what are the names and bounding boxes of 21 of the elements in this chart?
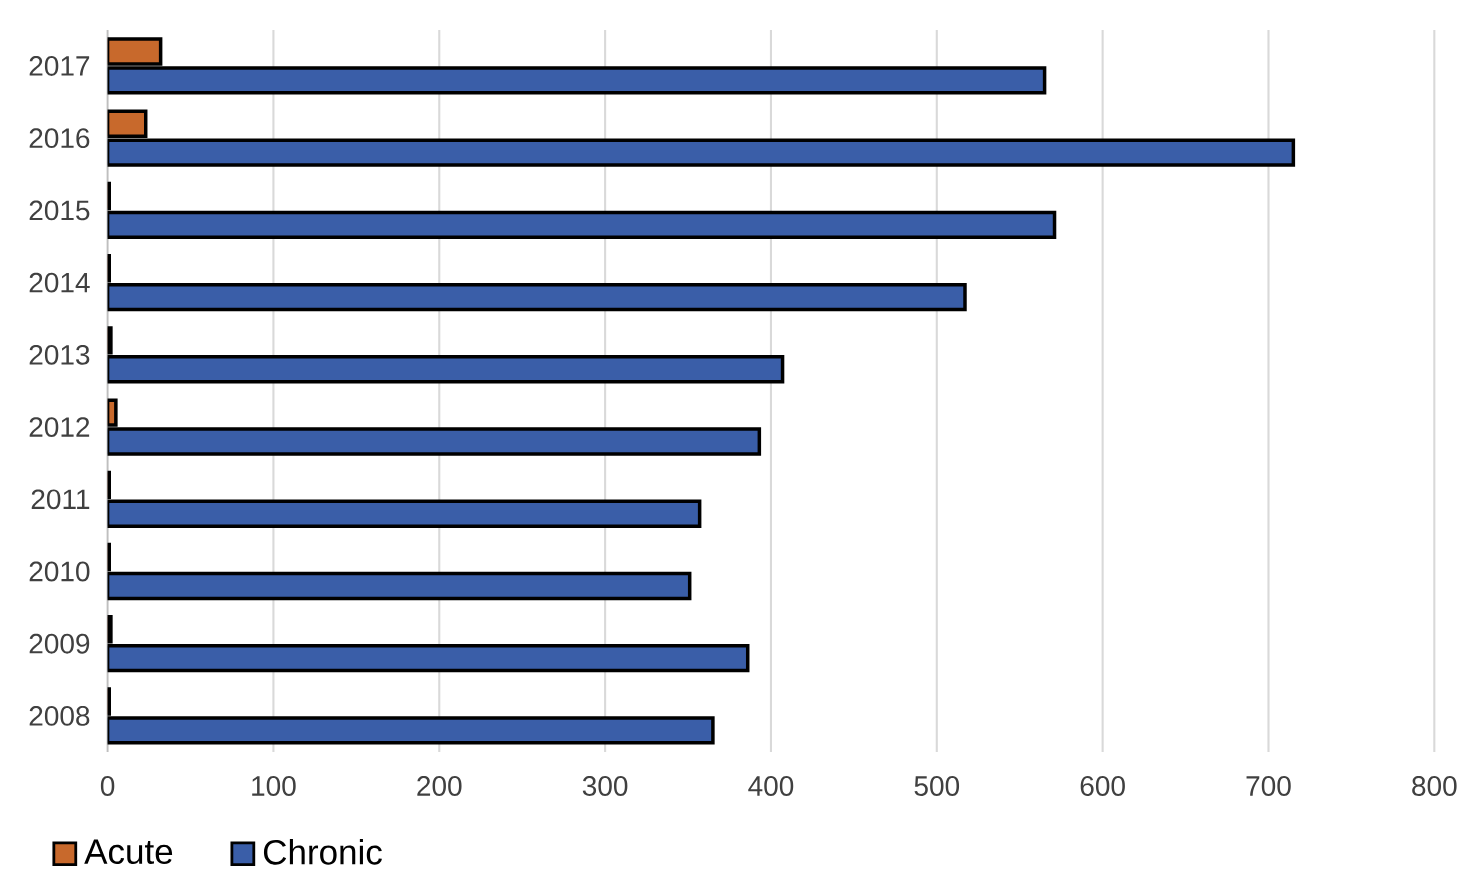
x-tick-label: 700	[1246, 775, 1291, 796]
y-tick-label: 2011	[31, 489, 90, 509]
x-tick-label: 200	[417, 775, 462, 796]
x-tick-label: 300	[582, 775, 628, 796]
x-tick-label: 400	[748, 775, 794, 796]
x-tick-label: 800	[1412, 775, 1457, 796]
legend-label: Chronic	[263, 838, 382, 865]
x-tick-label: 0	[100, 775, 115, 796]
y-tick-label: 2010	[29, 561, 90, 582]
y-tick-label: 2009	[29, 633, 90, 654]
x-tick-label: 600	[1080, 775, 1125, 796]
x-tick-label: 500	[914, 775, 960, 796]
legend-label: Acute	[84, 839, 173, 864]
y-tick-label: 2016	[29, 128, 90, 148]
y-tick-label: 2015	[29, 200, 90, 221]
y-tick-label: 2017	[29, 55, 90, 76]
y-tick-label: 2012	[29, 416, 90, 437]
y-tick-label: 2008	[29, 705, 90, 726]
y-tick-label: 2013	[29, 344, 90, 365]
x-tick-label: 100	[252, 775, 296, 796]
y-tick-label: 2014	[29, 272, 90, 293]
